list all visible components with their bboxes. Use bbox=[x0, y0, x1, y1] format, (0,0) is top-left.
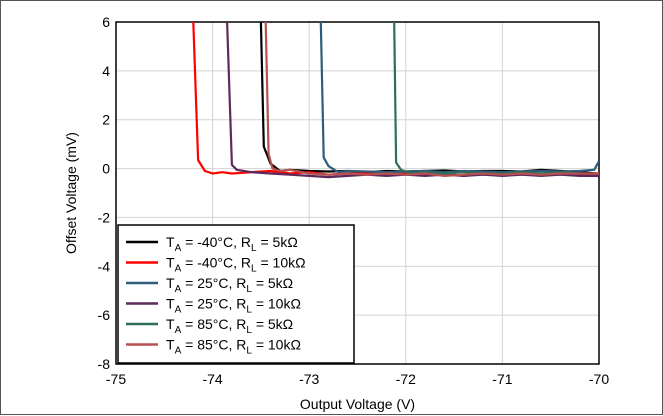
legend-box bbox=[117, 224, 355, 364]
x-tick-label-3: -72 bbox=[396, 371, 416, 387]
y-tick-label-6: 4 bbox=[102, 63, 110, 79]
y-axis-title: Offset Voltage (mV) bbox=[63, 132, 79, 254]
x-tick-label-1: -74 bbox=[202, 371, 222, 387]
series-line-5 bbox=[264, 22, 599, 177]
y-tick-label-3: -2 bbox=[98, 209, 111, 225]
x-tick-label-4: -71 bbox=[492, 371, 512, 387]
legend-label-2: TA = 25°C, RL = 5kΩ bbox=[166, 275, 293, 295]
y-tick-label-1: -6 bbox=[98, 307, 111, 323]
y-tick-label-0: -8 bbox=[98, 356, 111, 372]
legend-label-0: TA = -40°C, RL = 5kΩ bbox=[166, 234, 298, 254]
x-tick-label-5: -70 bbox=[589, 371, 609, 387]
y-tick-label-5: 2 bbox=[102, 112, 110, 128]
x-axis-title: Output Voltage (V) bbox=[300, 396, 415, 412]
legend-label-4: TA = 85°C, RL = 5kΩ bbox=[166, 316, 293, 336]
legend-label-3: TA = 25°C, RL = 10kΩ bbox=[166, 296, 301, 316]
series-line-0 bbox=[259, 22, 599, 178]
legend-label-1: TA = -40°C, RL = 10kΩ bbox=[166, 255, 306, 275]
legend-label-5: TA = 85°C, RL = 10kΩ bbox=[166, 337, 301, 357]
plot-area-border bbox=[115, 21, 600, 365]
series-line-3 bbox=[226, 22, 599, 179]
x-tick-label-0: -75 bbox=[106, 371, 126, 387]
series-line-4 bbox=[393, 22, 599, 175]
y-tick-label-7: 6 bbox=[102, 14, 110, 30]
y-tick-label-4: 0 bbox=[102, 161, 110, 177]
x-tick-label-2: -73 bbox=[299, 371, 319, 387]
series-line-2 bbox=[319, 22, 599, 174]
y-tick-label-2: -4 bbox=[98, 258, 111, 274]
